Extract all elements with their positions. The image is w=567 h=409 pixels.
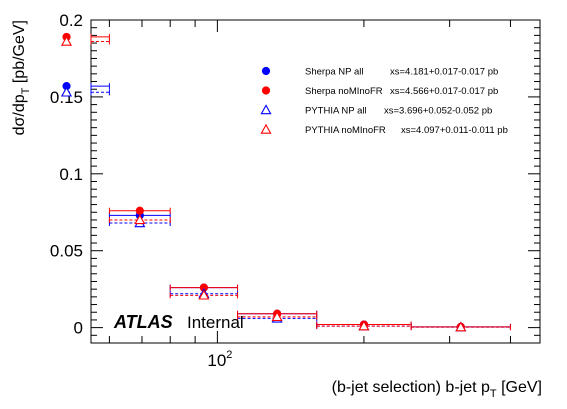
y-tick-label: 0: [74, 319, 83, 338]
x-axis-title-main: (b-jet selection) b-jet p: [332, 379, 490, 396]
series-point: [455, 321, 467, 332]
y-tick-label: 0.2: [59, 11, 83, 30]
legend: Sherpa NP all xs=4.181+0.017-0.017 pbSher…: [260, 66, 508, 136]
legend-series-name: Sherpa noMInoFR: [305, 86, 383, 97]
y-axis-title-main: dσ/dp: [11, 94, 28, 135]
data-series: [60, 32, 511, 332]
atlas-label: ATLAS: [113, 312, 173, 332]
y-tick-label: 0.05: [50, 242, 83, 261]
legend-xs-value: xs=4.097+0.011-0.011 pb: [401, 125, 508, 136]
x-axis-title: (b-jet selection) b-jet pT [GeV]: [332, 379, 542, 400]
series-point: [134, 214, 146, 225]
legend-series-name: PYTHIA noMInoFR: [305, 125, 386, 136]
legend-xs-value: xs=3.696+0.052-0.052 pb: [384, 106, 492, 117]
series-point: [358, 320, 370, 331]
y-axis-title: dσ/dpT [pb/GeV]: [11, 20, 32, 135]
atlas-internal-label: Internal: [187, 313, 244, 332]
series-point: [60, 86, 73, 97]
legend-series-name: Sherpa NP all: [305, 67, 363, 78]
legend-series-name: PYTHIA NP all: [305, 106, 367, 117]
legend-xs-value: xs=4.181+0.017-0.017 pb: [390, 67, 498, 78]
x-axis-title-sub: T: [490, 388, 497, 400]
x-tick-label: 102: [207, 349, 232, 370]
legend-entry-0: Sherpa NP all xs=4.181+0.017-0.017 pb: [261, 66, 498, 78]
series-point: [271, 311, 283, 322]
y-axis-title-unit: [pb/GeV]: [11, 20, 28, 88]
y-axis-title-sub: T: [20, 87, 32, 94]
legend-marker: [260, 123, 272, 134]
y-tick-label: 0.1: [59, 165, 83, 184]
series-0: [62, 82, 511, 331]
series-point: [198, 289, 210, 300]
axis-ticks: 0 0.05 0.1 0.15 0.2 102: [50, 11, 540, 370]
legend-xs-value: xs=4.566+0.017-0.017 pb: [390, 86, 498, 97]
legend-marker: [260, 104, 272, 115]
series-3: [60, 35, 511, 332]
x-axis-title-unit: [GeV]: [497, 379, 542, 396]
series-1: [62, 32, 511, 331]
legend-entry-3: PYTHIA noMInoFR xs=4.097+0.011-0.011 pb: [260, 123, 508, 136]
series-point: [135, 206, 144, 215]
legend-entry-1: Sherpa noMInoFR xs=4.566+0.017-0.017 pb: [261, 86, 498, 97]
legend-entry-2: PYTHIA NP all xs=3.696+0.052-0.052 pb: [260, 104, 492, 117]
series-point: [60, 35, 73, 46]
legend-marker: [261, 86, 271, 95]
y-tick-label: 0.15: [50, 88, 83, 107]
legend-marker: [261, 66, 271, 76]
